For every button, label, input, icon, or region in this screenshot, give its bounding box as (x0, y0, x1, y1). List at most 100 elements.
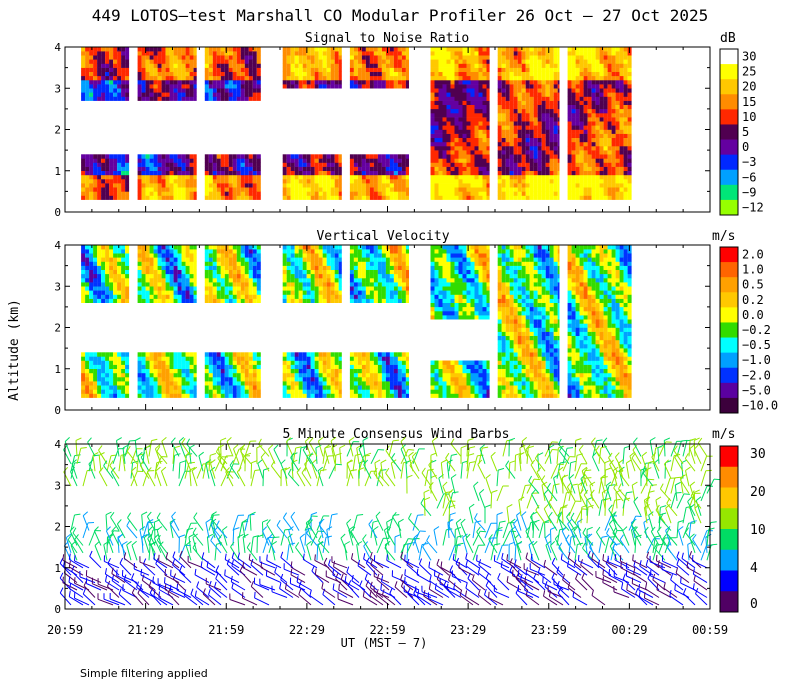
snr-cell (533, 63, 538, 68)
snr-cell (330, 55, 335, 60)
vv-cell (369, 282, 374, 287)
snr-cell (607, 108, 612, 114)
vv-cell (365, 286, 370, 291)
snr-cell (193, 154, 197, 159)
vv-cell (294, 290, 299, 295)
snr-cell (513, 146, 518, 151)
snr-cell (240, 154, 245, 159)
snr-cell (446, 125, 451, 130)
snr-cell (615, 125, 620, 130)
snr-cell (615, 179, 620, 184)
snr-cell (204, 187, 209, 192)
snr-cell (505, 154, 510, 159)
snr-cell (185, 191, 190, 196)
snr-cell (302, 170, 307, 176)
snr-cell (549, 71, 554, 77)
snr-cell (117, 174, 122, 180)
vv-cell (149, 273, 154, 279)
snr-cell (438, 137, 443, 143)
snr-cell (545, 174, 550, 180)
snr-cell (153, 174, 158, 180)
vv-cell (282, 389, 287, 394)
vv-cell (361, 286, 366, 291)
snr-cell (252, 162, 257, 167)
vv-cell (302, 253, 307, 258)
snr-cell (474, 113, 479, 118)
snr-cell (557, 170, 560, 176)
snr-cell (627, 191, 632, 196)
snr-cell (450, 166, 455, 171)
colorbar-swatch (720, 199, 738, 216)
snr-cell (220, 162, 225, 167)
vv-cell (256, 356, 261, 361)
snr-cell (177, 47, 182, 52)
snr-cell (599, 104, 604, 110)
snr-cell (228, 75, 233, 81)
vv-cell (141, 245, 146, 250)
snr-cell (611, 47, 616, 52)
snr-cell (338, 80, 342, 85)
snr-cell (405, 183, 409, 188)
snr-cell (525, 63, 530, 68)
snr-cell (521, 100, 526, 105)
snr-cell (430, 154, 435, 159)
snr-cell (454, 174, 459, 180)
vv-cell (181, 368, 186, 374)
snr-cell (587, 150, 592, 155)
colorbar-label: 15 (742, 95, 756, 109)
snr-cell (141, 166, 146, 171)
snr-cell (454, 59, 459, 64)
vv-cell (310, 356, 315, 361)
snr-cell (318, 179, 323, 184)
snr-cell (181, 191, 186, 196)
snr-cell (611, 195, 616, 200)
snr-cell (517, 59, 522, 64)
vv-cell (89, 364, 94, 369)
vv-cell (121, 261, 126, 266)
snr-cell (216, 51, 221, 56)
snr-cell (470, 166, 475, 171)
snr-cell (505, 92, 510, 97)
snr-cell (521, 71, 526, 77)
snr-cell (501, 121, 506, 126)
snr-cell (165, 96, 170, 101)
snr-cell (537, 80, 542, 85)
snr-cell (294, 191, 299, 196)
vv-cell (145, 245, 150, 250)
snr-cell (509, 71, 514, 77)
snr-cell (248, 195, 253, 200)
vv-cell (97, 352, 102, 357)
snr-cell (393, 63, 398, 68)
snr-cell (282, 51, 287, 56)
snr-cell (169, 75, 174, 81)
snr-cell (521, 162, 526, 167)
snr-cell (236, 187, 241, 192)
vv-cell (244, 265, 249, 270)
vv-cell (338, 294, 342, 299)
snr-cell (557, 113, 560, 118)
snr-cell (623, 88, 628, 93)
vv-cell (145, 364, 150, 369)
vv-cell (298, 381, 303, 386)
vv-cell (173, 393, 178, 398)
vv-cell (326, 377, 331, 382)
snr-cell (482, 183, 487, 188)
snr-cell (361, 162, 366, 167)
snr-cell (541, 59, 546, 64)
snr-cell (338, 84, 342, 89)
snr-cell (501, 191, 506, 196)
snr-cell (575, 117, 580, 122)
snr-cell (157, 92, 162, 97)
snr-cell (462, 117, 467, 122)
snr-cell (161, 195, 166, 200)
snr-cell (505, 174, 510, 180)
snr-cell (466, 141, 471, 147)
vv-cell (220, 265, 225, 270)
snr-cell (326, 187, 331, 192)
snr-cell (294, 67, 299, 72)
vv-cell (89, 393, 94, 398)
vv-cell (149, 278, 154, 283)
vv-cell (302, 286, 307, 291)
snr-cell (212, 179, 217, 184)
snr-cell (595, 92, 600, 97)
